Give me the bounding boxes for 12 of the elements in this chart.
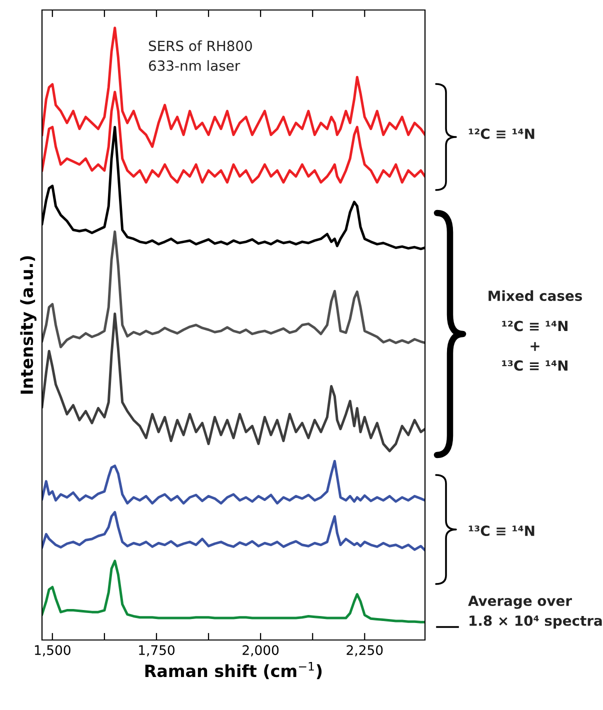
text: ¹³C ≡ ¹⁴N xyxy=(468,526,534,536)
x-axis-title: Raman shift (cm$^{−1}$) xyxy=(145,662,322,680)
x-tick-label: 1,750 xyxy=(139,645,174,656)
text: ¹²C ≡ ¹⁴N + ¹³C ≡ ¹⁴N xyxy=(502,320,568,371)
text: Mixed cases xyxy=(488,290,582,302)
x-tick-label: 2,250 xyxy=(346,645,383,656)
y-axis-title: Intensity (a.u.) xyxy=(20,256,36,394)
annotation: SERS of RH800 633-nm laser xyxy=(148,40,252,71)
text: ¹²C ≡ ¹⁴N xyxy=(468,128,534,140)
x-tick-label: 2,000 xyxy=(242,645,279,656)
text: Average over 1.8 × 10⁴ spectra xyxy=(468,596,602,629)
x-tick-label: 1,500 xyxy=(34,645,70,656)
